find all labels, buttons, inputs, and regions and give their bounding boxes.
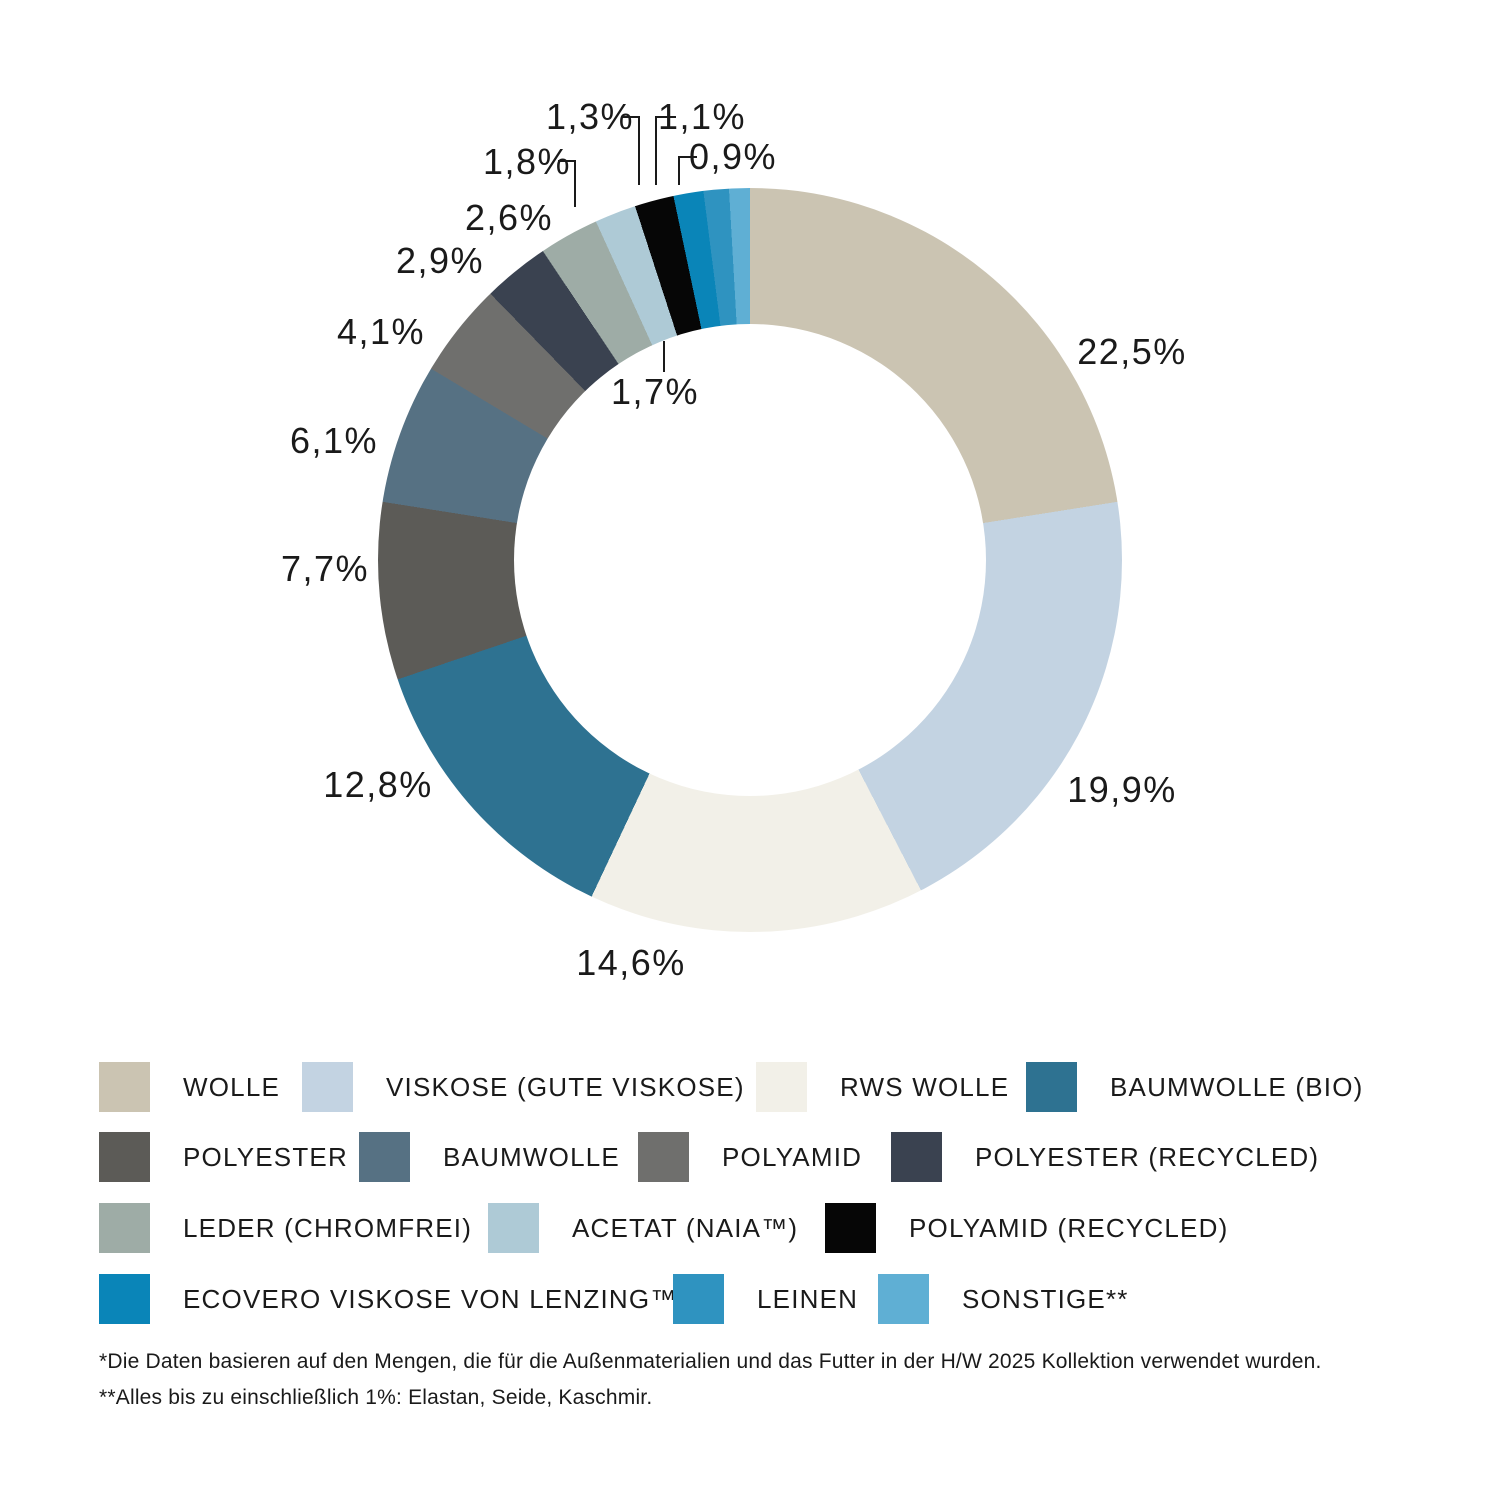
legend-item-wolle: WOLLE: [99, 1062, 280, 1112]
legend-label: WOLLE: [183, 1071, 281, 1102]
slice-value-label-2: 19,9%: [1067, 769, 1177, 810]
slice-value-label-14: 0,9%: [688, 136, 778, 177]
leader-line: [574, 160, 576, 207]
legend-item-polyester-recycled: POLYESTER (RECYCLED): [891, 1132, 1319, 1182]
legend-label: BAUMWOLLE: [443, 1141, 620, 1172]
legend-item-polyamid-recycled: POLYAMID (RECYCLED): [825, 1203, 1228, 1253]
slice-value-label-4: 12,8%: [323, 764, 433, 805]
legend-label: SONSTIGE**: [962, 1283, 1129, 1314]
legend-swatch: [825, 1203, 876, 1253]
slice-value-label-3: 14,6%: [576, 942, 686, 983]
footnote-sonstige: **Alles bis zu einschließlich 1%: Elasta…: [99, 1386, 653, 1409]
legend-item-rws-wolle: RWS WOLLE: [756, 1062, 1009, 1112]
legend-label: POLYAMID (RECYCLED): [909, 1212, 1229, 1243]
leader-line: [655, 116, 657, 185]
leader-line: [663, 341, 665, 372]
legend-item-leder-chromfrei: LEDER (CHROMFREI): [99, 1203, 472, 1253]
legend-item-ecovero-viskose-von-lenzing: ECOVERO VISKOSE VON LENZING™: [99, 1274, 677, 1324]
legend-swatch: [673, 1274, 724, 1324]
legend-label: ACETAT (NAIA™): [572, 1212, 799, 1243]
legend-swatch: [359, 1132, 410, 1182]
legend-swatch: [638, 1132, 689, 1182]
slice-value-label-8: 2,9%: [395, 240, 485, 281]
legend-label: LEDER (CHROMFREI): [183, 1212, 473, 1243]
legend-label: POLYESTER: [183, 1141, 348, 1172]
slice-value-label-5: 7,7%: [280, 548, 370, 589]
slice-value-label-11: 1,7%: [610, 371, 700, 412]
leader-line: [678, 156, 680, 185]
leader-line: [638, 116, 640, 185]
legend-swatch: [99, 1132, 150, 1182]
slice-value-label-6: 6,1%: [289, 420, 379, 461]
slice-value-label-9: 2,6%: [464, 197, 554, 238]
legend-swatch: [99, 1274, 150, 1324]
legend-item-polyamid: POLYAMID: [638, 1132, 862, 1182]
legend-item-viskose-gute-viskose: VISKOSE (GUTE VISKOSE): [302, 1062, 745, 1112]
legend-swatch: [1026, 1062, 1077, 1112]
legend-label: BAUMWOLLE (BIO): [1110, 1071, 1364, 1102]
legend-label: POLYESTER (RECYCLED): [975, 1141, 1320, 1172]
legend-item-baumwolle: BAUMWOLLE: [359, 1132, 620, 1182]
leader-line: [655, 116, 676, 118]
legend-swatch: [302, 1062, 353, 1112]
slice-value-label-12: 1,3%: [545, 96, 635, 137]
legend-swatch: [488, 1203, 539, 1253]
legend-item-polyester: POLYESTER: [99, 1132, 348, 1182]
slice-value-label-7: 4,1%: [336, 311, 426, 352]
legend-label: VISKOSE (GUTE VISKOSE): [386, 1071, 745, 1102]
legend-swatch: [891, 1132, 942, 1182]
donut-chart: [378, 188, 1122, 932]
legend-item-leinen: LEINEN: [673, 1274, 858, 1324]
slice-value-label-1: 22,5%: [1077, 331, 1187, 372]
leader-line: [558, 160, 576, 162]
legend-swatch: [756, 1062, 807, 1112]
legend-swatch: [878, 1274, 929, 1324]
donut-hole: [514, 324, 986, 796]
legend-label: RWS WOLLE: [840, 1071, 1010, 1102]
legend-item-acetat-naia: ACETAT (NAIA™): [488, 1203, 798, 1253]
legend-label: ECOVERO VISKOSE VON LENZING™: [183, 1283, 678, 1314]
leader-line: [678, 156, 697, 158]
leader-line: [622, 116, 640, 118]
legend-item-baumwolle-bio: BAUMWOLLE (BIO): [1026, 1062, 1363, 1112]
footnote-data-source: *Die Daten basieren auf den Mengen, die …: [99, 1350, 1322, 1373]
legend-label: LEINEN: [757, 1283, 859, 1314]
legend-label: POLYAMID: [722, 1141, 863, 1172]
legend-swatch: [99, 1062, 150, 1112]
legend-item-sonstige: SONSTIGE**: [878, 1274, 1129, 1324]
legend-swatch: [99, 1203, 150, 1253]
slice-value-label-10: 1,8%: [482, 141, 572, 182]
